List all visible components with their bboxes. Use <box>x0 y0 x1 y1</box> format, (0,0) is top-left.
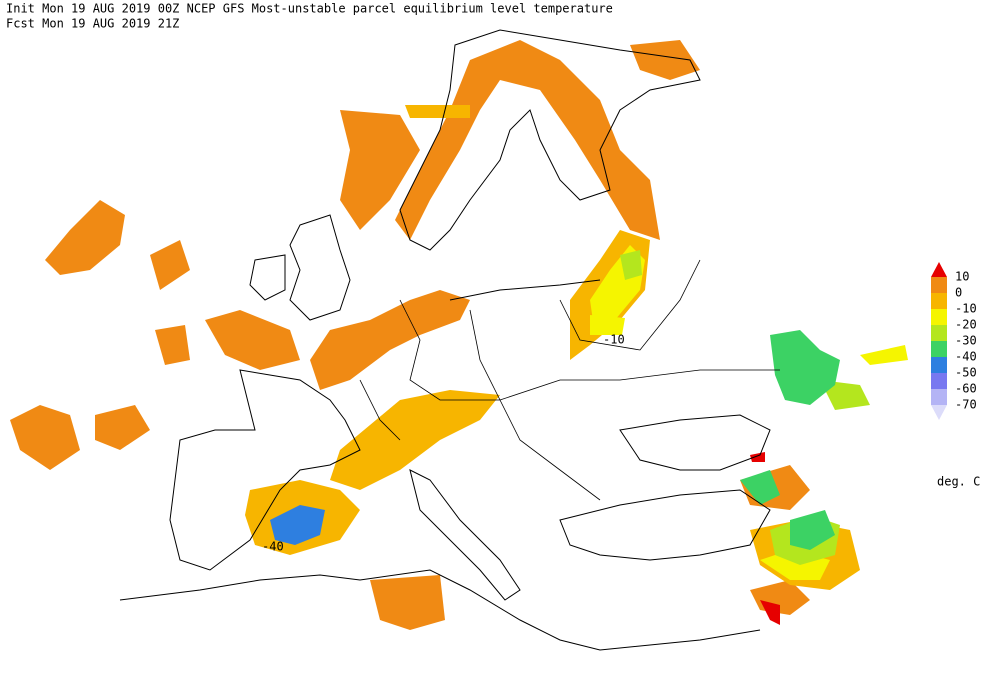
field-patch <box>820 380 870 410</box>
field-patch <box>750 452 765 462</box>
coastline <box>169 369 361 571</box>
legend-swatch <box>931 373 947 389</box>
legend-label: 10 <box>955 270 969 284</box>
field-patch <box>620 250 642 280</box>
coastline <box>409 469 521 601</box>
contour-label: -10 <box>603 333 625 347</box>
field-patch <box>770 330 840 405</box>
field-patch <box>155 325 190 365</box>
field-patch <box>95 405 150 450</box>
legend-label: -70 <box>955 398 977 412</box>
field-patch <box>205 310 300 370</box>
border <box>559 259 701 351</box>
legend-label: -10 <box>955 302 977 316</box>
legend-swatch <box>931 341 947 357</box>
field-patch <box>630 40 700 80</box>
coastline <box>399 29 701 251</box>
legend-label: 0 <box>955 286 962 300</box>
field-patch <box>790 510 835 550</box>
coastline <box>619 414 771 471</box>
borders <box>359 259 780 501</box>
header-forecast: Fcst Mon 19 AUG 2019 21Z <box>6 17 179 31</box>
field-patch <box>860 345 908 365</box>
field-patch <box>330 390 500 490</box>
coastline <box>449 279 601 301</box>
field-patch <box>150 240 190 290</box>
coastline <box>289 214 351 321</box>
coastlines <box>119 29 771 651</box>
legend-swatch <box>931 405 947 420</box>
legend-swatch <box>931 389 947 405</box>
legend-units: deg. C <box>937 475 980 489</box>
header-init: Init Mon 19 AUG 2019 00Z NCEP GFS Most-u… <box>6 2 613 16</box>
legend-swatch <box>931 309 947 325</box>
legend-swatch <box>931 262 947 277</box>
contour-label: -40 <box>262 540 284 554</box>
field-patch <box>310 290 470 390</box>
field-patch <box>45 200 125 275</box>
coastline <box>559 489 771 561</box>
field-patch <box>590 315 625 335</box>
legend: 10 0 -10 -20 -30 -40 -50 -60 -70 <box>931 262 977 420</box>
legend-swatch <box>931 277 947 293</box>
legend-label: -60 <box>955 382 977 396</box>
legend-swatch <box>931 293 947 309</box>
field-patch <box>405 105 470 118</box>
field-patch <box>760 600 780 625</box>
legend-swatch <box>931 325 947 341</box>
coastline <box>119 569 761 651</box>
legend-label: -40 <box>955 350 977 364</box>
legend-swatch <box>931 357 947 373</box>
field-patch <box>340 110 420 230</box>
legend-label: -30 <box>955 334 977 348</box>
field-patch <box>10 405 80 470</box>
field-patch <box>270 505 325 545</box>
field-patch <box>370 575 445 630</box>
field-patch <box>395 40 660 240</box>
legend-label: -50 <box>955 366 977 380</box>
coastline <box>249 254 286 301</box>
legend-label: -20 <box>955 318 977 332</box>
border <box>469 309 601 501</box>
field-patch <box>740 470 780 505</box>
shaded-fields <box>10 40 908 630</box>
border <box>359 379 401 441</box>
